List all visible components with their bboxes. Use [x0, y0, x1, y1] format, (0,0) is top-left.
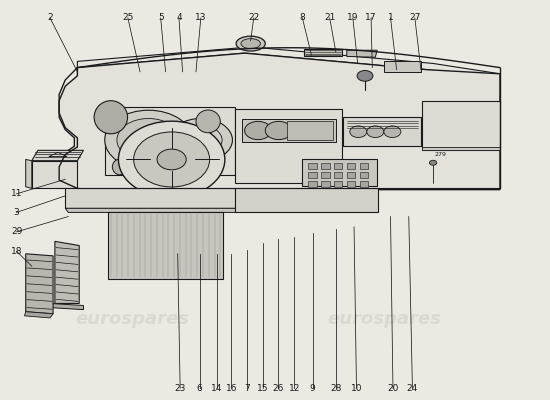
Text: 23: 23: [174, 384, 186, 393]
Text: eurospares: eurospares: [76, 310, 190, 328]
Polygon shape: [309, 172, 317, 178]
Polygon shape: [343, 117, 421, 146]
Polygon shape: [334, 163, 343, 168]
Polygon shape: [346, 163, 355, 168]
Polygon shape: [55, 241, 79, 304]
Circle shape: [265, 121, 292, 140]
Polygon shape: [422, 147, 500, 150]
Text: 8: 8: [300, 14, 305, 22]
Circle shape: [384, 126, 401, 138]
Text: 10: 10: [351, 384, 362, 393]
Text: 11: 11: [11, 189, 23, 198]
Ellipse shape: [157, 149, 186, 170]
Polygon shape: [287, 121, 333, 140]
Polygon shape: [235, 109, 342, 184]
Polygon shape: [108, 212, 223, 279]
Text: 17: 17: [365, 14, 377, 22]
Text: 29: 29: [11, 227, 23, 236]
Polygon shape: [26, 160, 32, 188]
Polygon shape: [235, 188, 378, 212]
Polygon shape: [241, 119, 336, 142]
Polygon shape: [309, 181, 317, 187]
Polygon shape: [346, 50, 377, 57]
Text: 7: 7: [244, 384, 250, 393]
Polygon shape: [360, 172, 368, 178]
Polygon shape: [309, 163, 317, 168]
Polygon shape: [321, 181, 329, 187]
Text: 13: 13: [195, 14, 207, 22]
Text: eurospares: eurospares: [327, 310, 442, 328]
Polygon shape: [360, 181, 368, 187]
Text: eurospares: eurospares: [327, 151, 442, 169]
Polygon shape: [334, 181, 343, 187]
Circle shape: [367, 126, 384, 138]
Text: 21: 21: [324, 14, 336, 22]
Circle shape: [350, 126, 367, 138]
Text: 15: 15: [257, 384, 268, 393]
Text: 5: 5: [158, 14, 163, 22]
Text: 12: 12: [289, 384, 300, 393]
Circle shape: [169, 118, 233, 162]
Polygon shape: [65, 208, 239, 212]
Polygon shape: [422, 101, 500, 150]
Ellipse shape: [94, 101, 128, 134]
Text: 16: 16: [226, 384, 237, 393]
Polygon shape: [156, 169, 172, 174]
Polygon shape: [104, 107, 235, 175]
Text: 4: 4: [176, 14, 182, 22]
Polygon shape: [360, 163, 368, 168]
Polygon shape: [32, 161, 78, 188]
Polygon shape: [78, 47, 500, 80]
Polygon shape: [32, 150, 84, 161]
Text: 22: 22: [248, 14, 260, 22]
Polygon shape: [384, 61, 421, 72]
Circle shape: [357, 70, 373, 81]
Text: 6: 6: [197, 384, 202, 393]
Circle shape: [245, 121, 271, 140]
Polygon shape: [346, 172, 355, 178]
Polygon shape: [65, 188, 235, 208]
Text: 14: 14: [211, 384, 222, 393]
Ellipse shape: [134, 132, 210, 187]
Text: 25: 25: [122, 14, 134, 22]
Polygon shape: [321, 163, 329, 168]
Text: 26: 26: [272, 384, 284, 393]
Circle shape: [430, 160, 437, 165]
Polygon shape: [26, 254, 53, 314]
Polygon shape: [59, 53, 500, 191]
Text: 19: 19: [347, 14, 359, 22]
Ellipse shape: [196, 110, 221, 133]
Text: eurospares: eurospares: [76, 151, 190, 169]
Text: 9: 9: [310, 384, 316, 393]
Text: 2: 2: [47, 14, 53, 22]
Polygon shape: [304, 49, 342, 56]
Ellipse shape: [118, 121, 225, 198]
Polygon shape: [321, 172, 329, 178]
Text: 3: 3: [14, 208, 19, 217]
Polygon shape: [334, 172, 343, 178]
Ellipse shape: [112, 159, 128, 175]
Text: 1: 1: [388, 14, 393, 22]
Circle shape: [104, 110, 192, 170]
Text: 24: 24: [407, 384, 418, 393]
Ellipse shape: [236, 36, 265, 51]
Circle shape: [117, 118, 180, 162]
Polygon shape: [25, 312, 53, 318]
Text: 20: 20: [387, 384, 399, 393]
Text: 18: 18: [11, 247, 23, 256]
Text: 279: 279: [434, 152, 446, 157]
Ellipse shape: [241, 39, 260, 48]
Polygon shape: [50, 304, 84, 310]
Text: 27: 27: [409, 14, 421, 22]
Polygon shape: [302, 159, 377, 186]
Polygon shape: [346, 181, 355, 187]
Text: 28: 28: [330, 384, 342, 393]
